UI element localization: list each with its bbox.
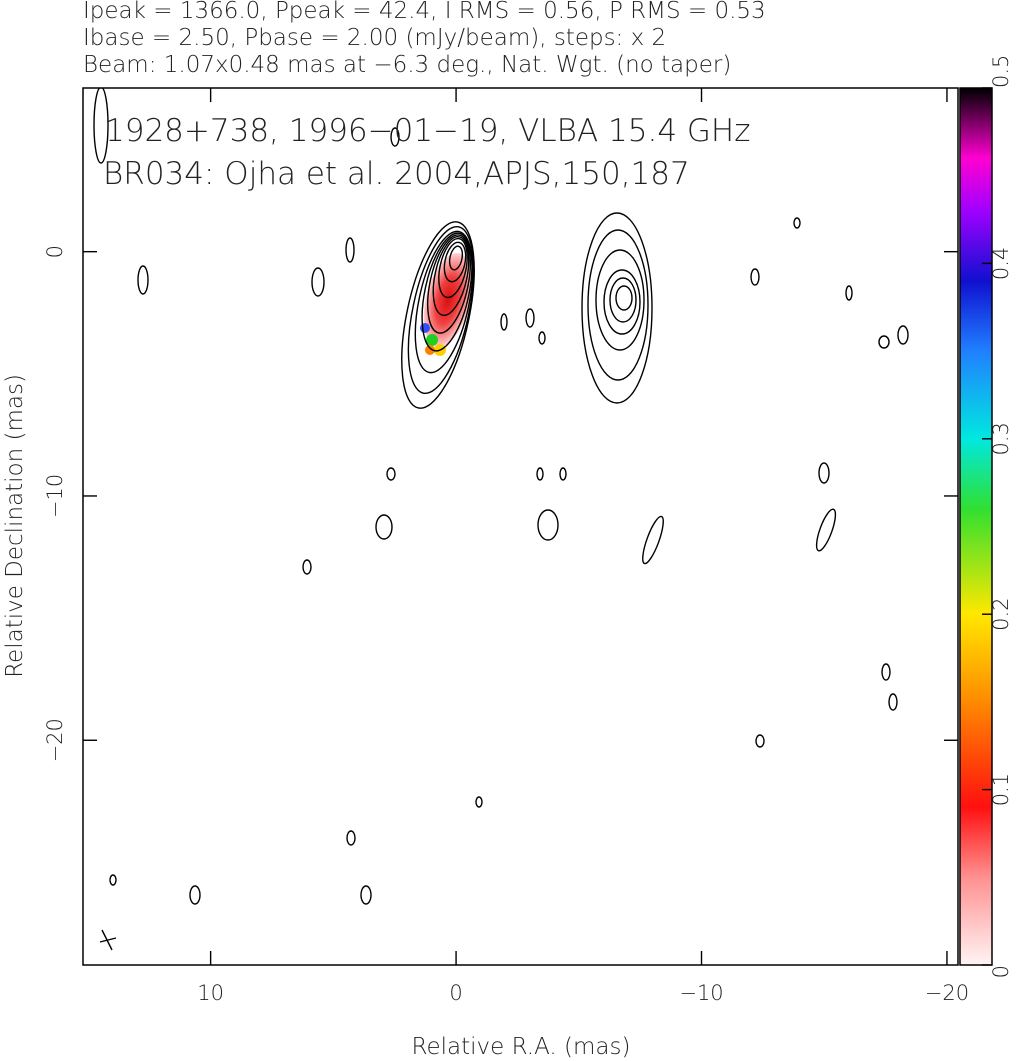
colorbar-tick-label: 0.1 (989, 773, 1013, 806)
contour (609, 277, 637, 323)
plot-frame (82, 87, 959, 966)
x-axis-label: Relative R.A. (mas) (412, 1034, 631, 1060)
polarization-color (420, 323, 430, 333)
contours (93, 88, 909, 951)
title-line: Ibase = 2.50, Pbase = 2.00 (mJy/beam), s… (83, 25, 666, 51)
contour (603, 269, 641, 335)
annotation: 1928+738, 1996−01−19, VLBA 15.4 GHz (105, 113, 751, 149)
y-axis-label: Relative Declination (mas) (2, 374, 28, 678)
contour (407, 225, 475, 395)
contour (401, 221, 475, 409)
contour (615, 285, 633, 311)
x-tick-label: −10 (679, 981, 723, 1005)
colorbar-tick-label: 0.5 (989, 55, 1013, 88)
contour (432, 236, 470, 316)
contour (581, 212, 653, 404)
x-tick-label: 0 (449, 981, 462, 1005)
colorbar-tick-label: 0.3 (989, 422, 1013, 455)
y-tick-label: 0 (43, 245, 67, 258)
colorbar (959, 87, 993, 966)
contour (414, 230, 474, 374)
contour (421, 232, 473, 352)
contour (427, 234, 471, 334)
contour (587, 229, 649, 381)
contour (595, 249, 645, 351)
x-tick-label: −20 (925, 981, 969, 1005)
colorbar-tick-label: 0.2 (989, 597, 1013, 630)
x-tick-label: 10 (197, 981, 224, 1005)
annotation: BR034: Ojha et al. 2004,APJS,150,187 (103, 156, 690, 192)
title-line: Ipeak = 1366.0, Ppeak = 42.4, I RMS = 0.… (83, 0, 766, 24)
polarization-color (425, 345, 435, 355)
contour (438, 237, 468, 299)
y-tick-label: −20 (43, 718, 67, 762)
contour (448, 245, 464, 271)
colorbar-tick-label: 0.4 (989, 247, 1013, 280)
y-tick-label: −10 (43, 474, 67, 518)
contour (443, 241, 467, 283)
noise-contours (93, 88, 909, 951)
polarization-color (426, 334, 438, 346)
colorbar-tick-label: 0 (989, 965, 1013, 978)
title-line: Beam: 1.07x0.48 mas at −6.3 deg., Nat. W… (83, 52, 731, 78)
